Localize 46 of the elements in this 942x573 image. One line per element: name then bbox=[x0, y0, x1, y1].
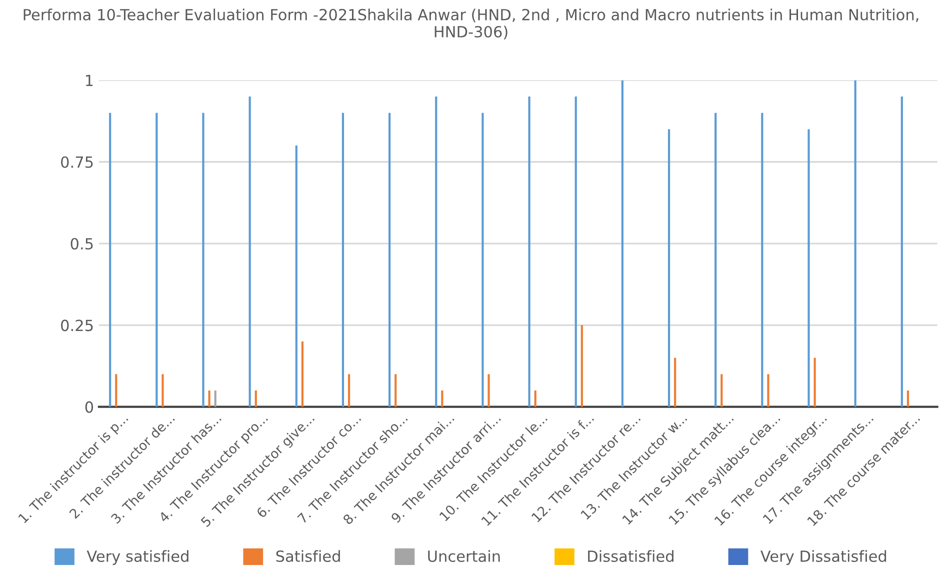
bar bbox=[435, 96, 438, 407]
chart-title: Performa 10-Teacher Evaluation Form -2021Shakila Anwar (HND, 2nd , Micro and Macro nutrients in Human Nutrition, HND-306) bbox=[24, 8, 918, 40]
y-tick-label: 1 bbox=[86, 74, 93, 86]
bar bbox=[208, 390, 210, 407]
bar bbox=[342, 112, 344, 407]
bar bbox=[854, 80, 856, 407]
bar bbox=[668, 129, 670, 407]
bar bbox=[214, 390, 216, 407]
bar bbox=[574, 96, 577, 407]
bar bbox=[906, 390, 909, 407]
bar bbox=[674, 358, 676, 407]
bar bbox=[295, 146, 298, 407]
bar bbox=[254, 390, 257, 407]
bar bbox=[388, 112, 391, 407]
bar bbox=[808, 129, 810, 407]
bar bbox=[482, 112, 484, 407]
bar bbox=[580, 325, 583, 407]
bar bbox=[621, 80, 624, 407]
y-tick-label: 0 bbox=[85, 401, 94, 413]
bar bbox=[761, 112, 764, 407]
bar bbox=[248, 96, 251, 407]
bar bbox=[394, 374, 397, 407]
y-tick-label: 0.25 bbox=[61, 320, 93, 332]
legend-label: Uncertain bbox=[428, 550, 500, 562]
bar bbox=[488, 374, 490, 407]
y-tick-label: 0.75 bbox=[61, 156, 93, 168]
bar bbox=[720, 374, 723, 407]
bar bbox=[528, 96, 530, 407]
y-tick-label: 0.5 bbox=[70, 238, 93, 250]
bar bbox=[156, 112, 158, 407]
legend-label: Satisfied bbox=[276, 550, 340, 562]
bar bbox=[162, 374, 164, 407]
bar bbox=[202, 112, 204, 407]
bar bbox=[814, 358, 816, 407]
bar bbox=[441, 390, 444, 407]
bar bbox=[109, 112, 112, 407]
bar bbox=[348, 374, 350, 407]
bar bbox=[714, 112, 717, 407]
legend-label: Very Dissatisfied bbox=[760, 550, 886, 565]
bar bbox=[534, 390, 536, 407]
legend-label: Dissatisfied bbox=[588, 550, 674, 562]
legend-label: Very satisfied bbox=[86, 550, 188, 565]
bar bbox=[767, 374, 770, 407]
bar bbox=[115, 374, 118, 407]
bar bbox=[301, 342, 304, 407]
bar bbox=[900, 96, 903, 407]
